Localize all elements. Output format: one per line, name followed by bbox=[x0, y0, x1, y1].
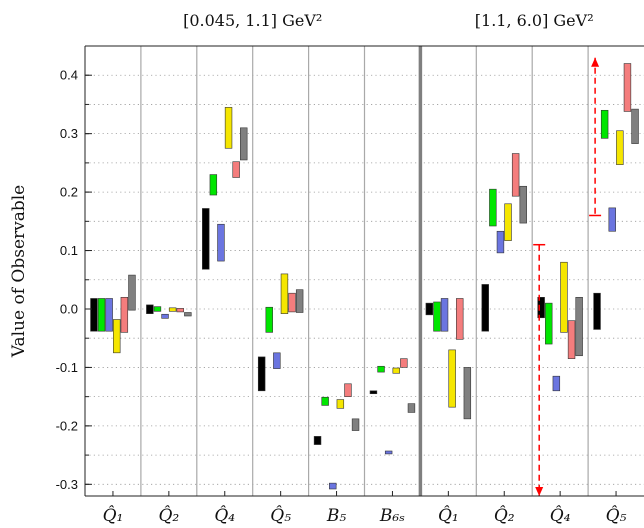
category-label: Q̂₅ bbox=[270, 506, 291, 526]
category-label: Q̂₁ bbox=[103, 506, 124, 526]
bar bbox=[463, 367, 472, 420]
bar bbox=[616, 130, 624, 165]
bar bbox=[168, 307, 177, 312]
y-tick-label: 0.3 bbox=[60, 126, 78, 141]
bar bbox=[351, 418, 360, 431]
error-bar-arrow bbox=[535, 487, 544, 496]
bar bbox=[481, 284, 489, 332]
bar bbox=[425, 302, 434, 316]
bar bbox=[433, 301, 441, 332]
y-tick-label: -0.1 bbox=[56, 360, 78, 375]
bar bbox=[511, 153, 520, 197]
bar bbox=[176, 308, 184, 313]
bar bbox=[232, 161, 240, 178]
bar bbox=[407, 403, 416, 413]
bar bbox=[113, 319, 121, 354]
bar bbox=[97, 298, 106, 332]
region-label-high-q2: [1.1, 6.0] GeV² bbox=[475, 11, 594, 30]
bar bbox=[504, 203, 512, 241]
bar bbox=[567, 320, 576, 359]
error-bar-arrow bbox=[591, 57, 600, 67]
bar bbox=[321, 396, 329, 406]
bar bbox=[537, 296, 545, 319]
bar bbox=[456, 298, 464, 340]
bar bbox=[496, 230, 505, 254]
category-label: Q̂₂ bbox=[494, 506, 515, 526]
grid bbox=[85, 46, 644, 496]
bar bbox=[575, 296, 583, 357]
bar bbox=[90, 298, 98, 332]
bar bbox=[560, 261, 568, 333]
bar bbox=[288, 292, 296, 313]
axes: -0.3 -0.2 -0.1 0.0 0.1 0.2 0.3 0.4 Q̂₁ Q̂₂ Q̂₄ Q̂₅ B… bbox=[56, 45, 644, 526]
bar bbox=[593, 292, 601, 330]
bar bbox=[448, 349, 456, 408]
category-label: Q̂₅ bbox=[606, 506, 627, 526]
bar bbox=[313, 436, 322, 445]
category-label: B₆ₛ bbox=[379, 506, 405, 526]
category-label: Q̂₁ bbox=[438, 506, 459, 526]
y-axis-title: Value of Observable bbox=[9, 185, 29, 358]
bar bbox=[631, 108, 639, 144]
y-tick-label: -0.3 bbox=[56, 477, 78, 492]
bar bbox=[440, 298, 449, 332]
y-tick-label: 0.2 bbox=[60, 185, 78, 200]
bar bbox=[217, 223, 225, 262]
bar bbox=[552, 375, 561, 392]
bar bbox=[240, 127, 248, 161]
bar bbox=[202, 208, 210, 270]
category-label: Q̂₄ bbox=[214, 506, 235, 526]
bar bbox=[519, 185, 527, 224]
y-tick-label: 0.1 bbox=[60, 243, 78, 258]
error-bars bbox=[533, 57, 602, 496]
bars bbox=[90, 63, 639, 490]
bar bbox=[384, 450, 393, 455]
category-label: Q̂₄ bbox=[550, 506, 571, 526]
bar bbox=[392, 367, 400, 374]
bar bbox=[273, 352, 281, 369]
bar bbox=[209, 174, 218, 196]
bar bbox=[295, 289, 304, 313]
y-tick-label: -0.2 bbox=[56, 418, 78, 433]
bar bbox=[489, 188, 497, 227]
bar bbox=[377, 365, 385, 373]
bar bbox=[400, 358, 408, 368]
bar bbox=[128, 274, 136, 311]
bar bbox=[608, 207, 616, 232]
bar bbox=[257, 356, 266, 392]
bar bbox=[184, 312, 192, 317]
bar bbox=[344, 383, 352, 397]
bar bbox=[545, 302, 553, 345]
bar bbox=[105, 298, 113, 332]
bar bbox=[369, 390, 378, 395]
bar bbox=[623, 63, 632, 112]
bar bbox=[600, 109, 609, 139]
bar bbox=[265, 306, 273, 333]
bar bbox=[224, 107, 233, 149]
region-label-low-q2: [0.045, 1.1] GeV² bbox=[183, 11, 322, 30]
bar bbox=[161, 313, 169, 319]
bar bbox=[329, 482, 337, 490]
bar bbox=[336, 399, 345, 409]
y-tick-label: 0.0 bbox=[60, 301, 78, 316]
bar bbox=[146, 304, 154, 314]
y-tick-label: 0.4 bbox=[60, 68, 78, 83]
bar bbox=[153, 306, 162, 312]
bar bbox=[280, 273, 289, 314]
category-label: Q̂₂ bbox=[158, 506, 179, 526]
category-label: B₅ bbox=[326, 506, 346, 526]
bar bbox=[120, 296, 129, 333]
